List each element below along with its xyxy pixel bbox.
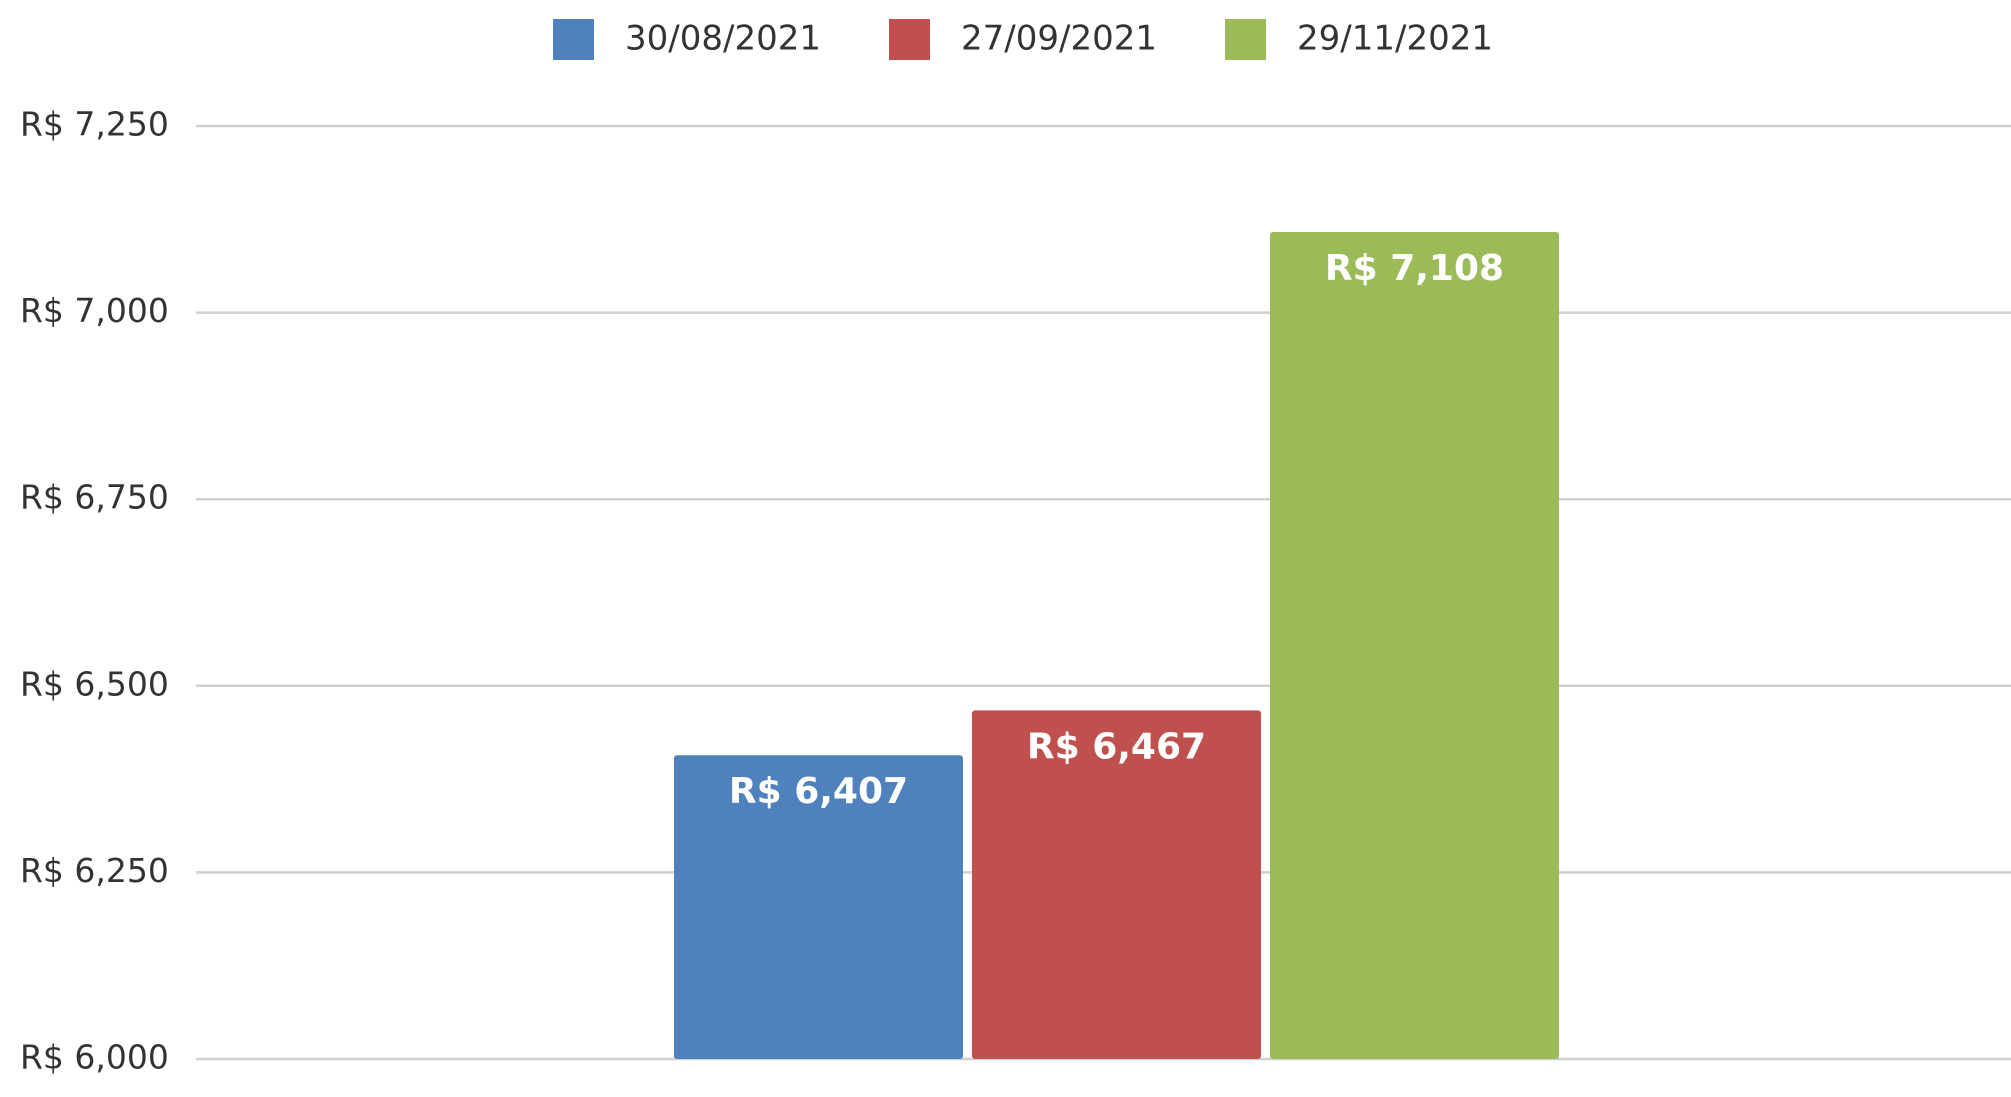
y-tick-label: R$ 7,250 — [20, 105, 169, 144]
legend-label: 29/11/2021 — [1297, 19, 1493, 59]
data-label: R$ 6,467 — [1027, 726, 1206, 767]
y-tick-label: R$ 6,000 — [20, 1038, 169, 1077]
y-tick-label: R$ 6,500 — [20, 664, 169, 703]
y-tick-label: R$ 7,000 — [20, 291, 169, 330]
legend-swatch — [1225, 19, 1266, 60]
bar — [1270, 231, 1559, 1060]
data-label: R$ 6,407 — [729, 771, 908, 812]
legend-label: 30/08/2021 — [625, 19, 821, 59]
legend-swatch — [553, 19, 594, 60]
data-label: R$ 7,108 — [1325, 248, 1504, 289]
bar — [972, 710, 1261, 1059]
y-tick-label: R$ 6,750 — [20, 478, 169, 517]
legend-label: 27/09/2021 — [961, 19, 1157, 59]
legend-swatch — [889, 19, 930, 60]
y-tick-label: R$ 6,250 — [20, 851, 169, 890]
bar — [674, 755, 963, 1059]
